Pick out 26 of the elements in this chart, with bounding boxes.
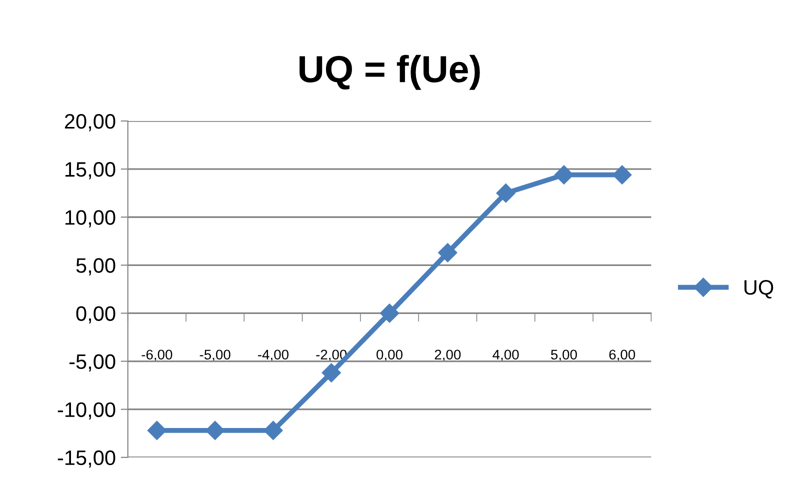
- point: [322, 363, 341, 382]
- point: [206, 420, 225, 440]
- x-tick-label: 6,00: [609, 350, 636, 362]
- x-tick-label: 4,00: [492, 350, 519, 362]
- x-tick-label: -5,00: [200, 350, 230, 362]
- point: [264, 420, 283, 440]
- point: [380, 304, 400, 323]
- x-tick-label: 2,00: [434, 350, 461, 362]
- x-tick-label: -6,00: [142, 350, 172, 362]
- y-tick-label: 5,00: [76, 258, 116, 276]
- y-tick-label: 15,00: [65, 162, 116, 180]
- y-tick-label: 0,00: [76, 306, 116, 324]
- y-tick-label: -15,00: [58, 450, 116, 468]
- x-tick-label: 0,00: [376, 350, 402, 362]
- point: [147, 420, 166, 440]
- legend-label: UQ: [744, 280, 774, 299]
- y-tick-label: 10,00: [65, 210, 116, 228]
- y-tick-label: -10,00: [58, 402, 116, 420]
- x-tick-label: -4,00: [258, 350, 288, 362]
- chart-title: UQ = f(Ue): [300, 54, 480, 90]
- point: [554, 165, 574, 184]
- x-tick-label: 5,00: [551, 350, 577, 362]
- point: [438, 243, 458, 262]
- point: [612, 165, 632, 184]
- point: [496, 184, 516, 203]
- y-tick-label: 20,00: [64, 114, 116, 132]
